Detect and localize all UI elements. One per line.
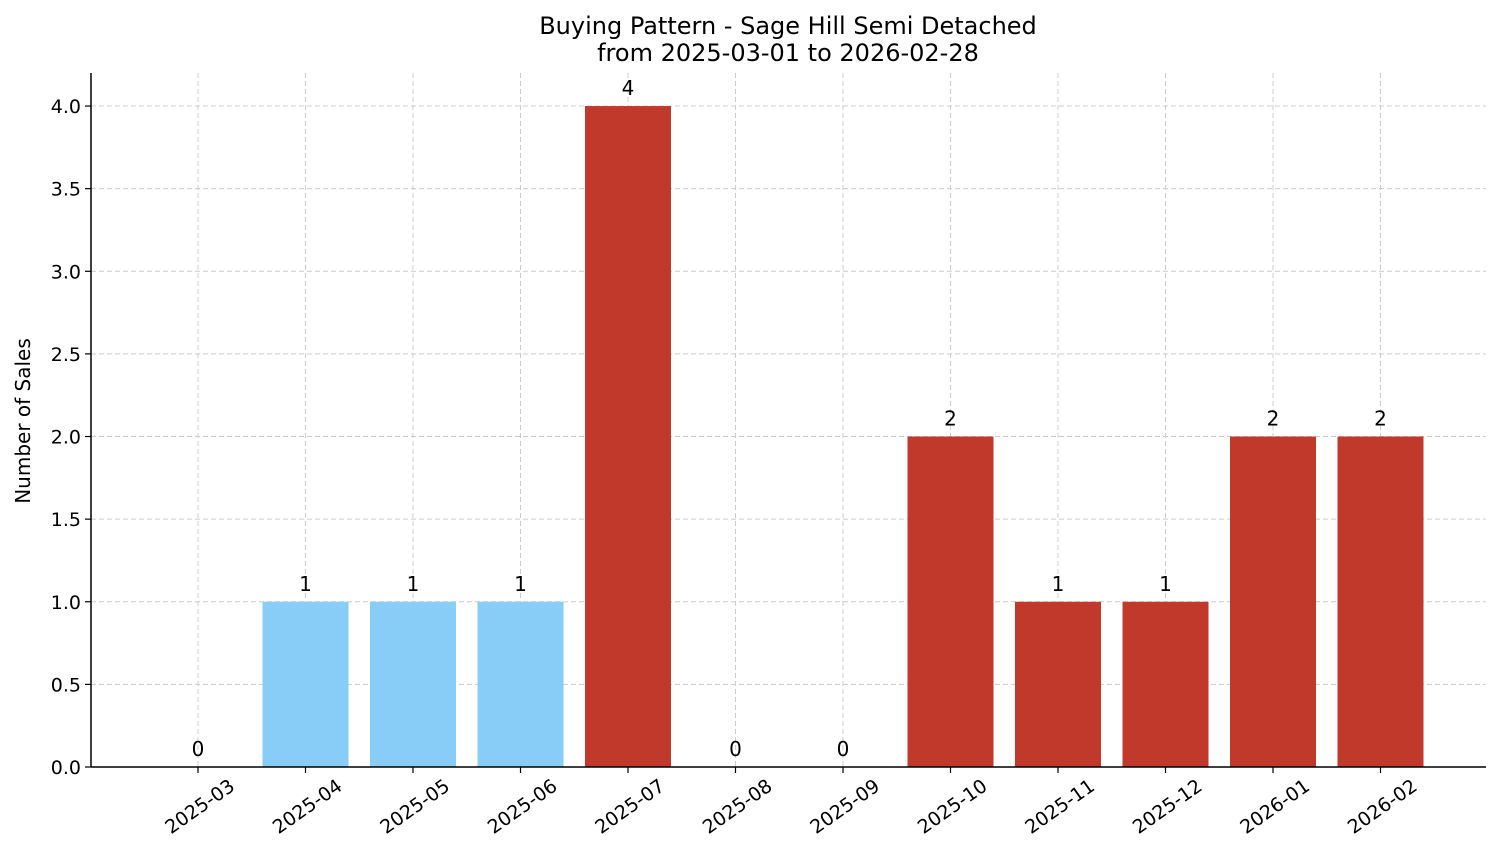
y-tick-label: 1.5: [51, 509, 81, 531]
x-tick-label: 2026-01: [1236, 775, 1314, 839]
y-axis-label: Number of Sales: [11, 338, 35, 504]
bar-2025-11: [1015, 601, 1101, 767]
y-tick-label: 3.0: [51, 261, 81, 283]
data-label-2026-01: 2: [1267, 407, 1280, 431]
bar-2025-05: [370, 601, 456, 767]
data-label-2025-03: 0: [192, 737, 205, 761]
x-tick-label: 2025-03: [161, 775, 239, 839]
y-tick-label: 2.5: [51, 344, 81, 366]
chart-title: Buying Pattern - Sage Hill Semi Detached: [539, 12, 1037, 40]
x-tick-label: 2025-12: [1129, 775, 1207, 839]
data-label-2025-07: 4: [622, 76, 635, 100]
bar-2025-07: [585, 106, 671, 768]
data-label-2025-12: 1: [1159, 572, 1172, 596]
data-label-2025-06: 1: [514, 572, 527, 596]
y-tick-label: 0.5: [51, 674, 81, 696]
y-tick-label: 0.0: [51, 757, 81, 779]
data-label-2025-09: 0: [837, 737, 850, 761]
x-tick-label: 2025-05: [376, 775, 454, 839]
bar-2025-06: [477, 601, 564, 767]
y-tick-label: 4.0: [51, 96, 81, 118]
x-tick-label: 2025-10: [914, 775, 992, 839]
x-tick-label: 2025-08: [699, 775, 777, 839]
chart-subtitle: from 2025-03-01 to 2026-02-28: [597, 39, 979, 67]
bar-2026-02: [1337, 436, 1424, 767]
data-label-2025-08: 0: [729, 737, 742, 761]
data-label-2025-05: 1: [407, 572, 420, 596]
x-tick-label: 2025-06: [484, 775, 562, 839]
data-label-2025-04: 1: [299, 572, 312, 596]
x-tick-label: 2025-04: [269, 775, 347, 839]
bar-2026-01: [1230, 436, 1316, 767]
x-tick-label: 2025-09: [806, 775, 884, 839]
y-tick-label: 2.0: [51, 427, 81, 449]
x-tick-label: 2025-07: [591, 775, 669, 839]
bar-2025-10: [907, 436, 994, 767]
x-tick-label: 2025-11: [1021, 775, 1099, 839]
data-label-2025-10: 2: [944, 407, 957, 431]
data-label-2025-11: 1: [1052, 572, 1065, 596]
data-labels-layer: 0 1 1 1 4 0 0 2 1 1 2 2: [192, 76, 1387, 761]
bar-2025-12: [1122, 601, 1209, 767]
y-tick-label: 3.5: [51, 179, 81, 201]
ticks-layer: 0.0 0.5 1.0 1.5 2.0 2.5 3.0 3.5 4.0 2025-03 2025-0…: [51, 96, 1422, 839]
x-tick-label: 2026-02: [1344, 775, 1422, 839]
y-tick-label: 1.0: [51, 592, 81, 614]
bar-2025-04: [262, 601, 349, 767]
bars-layer: [262, 106, 1424, 768]
data-label-2026-02: 2: [1374, 407, 1387, 431]
